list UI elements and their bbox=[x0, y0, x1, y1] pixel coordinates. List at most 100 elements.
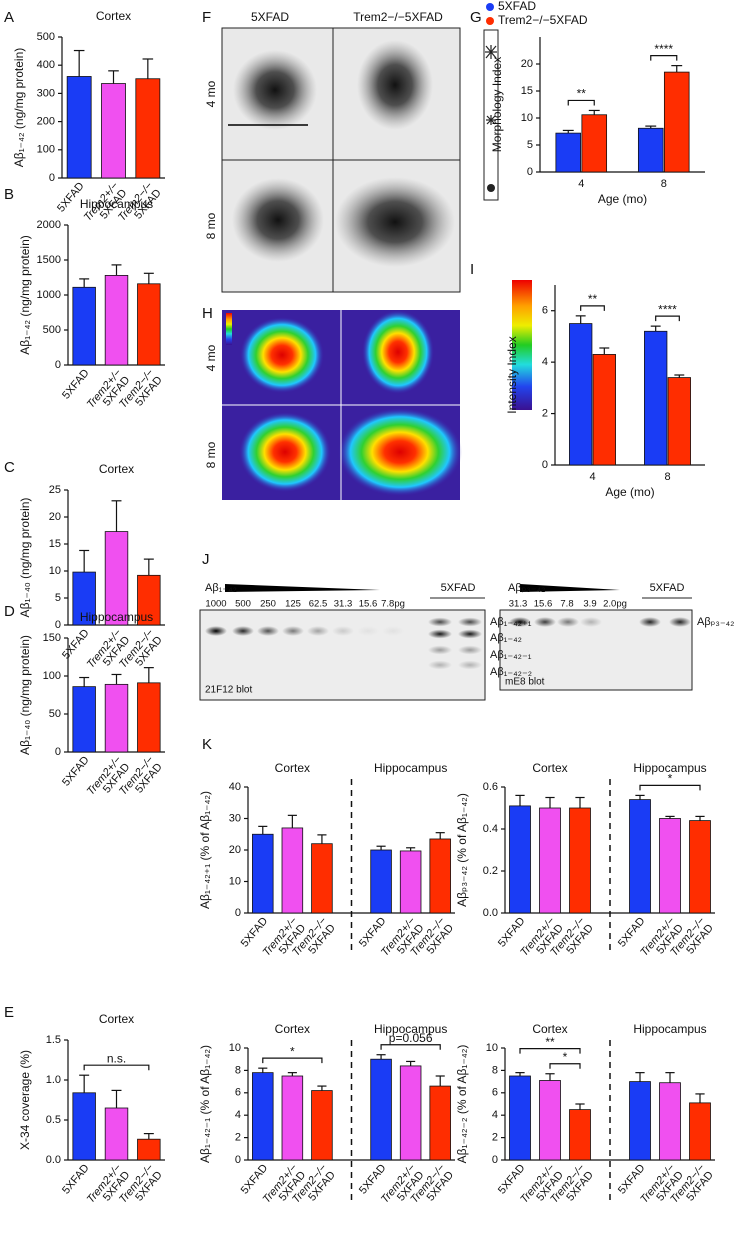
y-tick-label: 10 bbox=[229, 1042, 241, 1054]
bar bbox=[637, 127, 664, 173]
bar bbox=[629, 1081, 651, 1161]
bar bbox=[66, 76, 92, 179]
x-tick-label: 5XFAD bbox=[60, 367, 92, 401]
color-scale bbox=[512, 280, 532, 410]
y-tick-label: 8 bbox=[235, 1064, 241, 1076]
bar bbox=[629, 799, 651, 914]
blot-band bbox=[557, 617, 579, 627]
blot-band bbox=[257, 626, 279, 636]
blot-name: mE8 blot bbox=[505, 677, 545, 688]
amount-label: 31.3 bbox=[334, 599, 353, 610]
x-tick-label: 5XFAD bbox=[60, 627, 92, 661]
y-tick-label: 0 bbox=[492, 1154, 498, 1166]
blot-band bbox=[382, 626, 404, 636]
bar bbox=[72, 686, 96, 753]
group-title: Hippocampus bbox=[633, 1022, 706, 1036]
y-tick-label: 4 bbox=[542, 356, 548, 368]
blot-band bbox=[458, 629, 482, 639]
y-tick-label: 1000 bbox=[37, 289, 61, 301]
row-label: 8 mo bbox=[204, 441, 218, 468]
y-tick-label: 2 bbox=[542, 407, 548, 419]
significance-label: * bbox=[668, 772, 673, 786]
blot-title: Aβₚ₃₋₄₂ bbox=[508, 582, 545, 594]
bar bbox=[659, 818, 681, 914]
significance-bracket bbox=[655, 315, 680, 322]
bar bbox=[592, 354, 616, 466]
y-axis-label: Aβ₁₋₄₂₋₂ (% of Aβ₁₋₄₂) bbox=[455, 1045, 469, 1164]
x-tick-label: 4 bbox=[589, 471, 595, 483]
y-tick-label: 200 bbox=[37, 116, 55, 128]
blot-band bbox=[205, 626, 227, 636]
amount-label: 15.6 bbox=[359, 599, 378, 610]
significance-bracket bbox=[650, 55, 678, 61]
y-tick-label: 2000 bbox=[37, 219, 61, 231]
significance-bracket bbox=[549, 1063, 581, 1069]
bar bbox=[644, 330, 668, 466]
y-tick-label: 300 bbox=[37, 87, 55, 99]
blot-band bbox=[357, 626, 379, 636]
group-title: Cortex bbox=[532, 761, 567, 775]
y-tick-label: 10 bbox=[486, 1042, 498, 1054]
bar bbox=[104, 1107, 129, 1161]
bar bbox=[569, 323, 593, 466]
group-title: Hippocampus bbox=[374, 1022, 447, 1036]
band-label: Aβ₁₋₄₂₊₁ bbox=[490, 616, 532, 628]
row-label: 8 mo bbox=[204, 212, 218, 239]
group-title: Hippocampus bbox=[374, 761, 447, 775]
panel-label: E bbox=[4, 1004, 14, 1021]
y-tick-label: 0 bbox=[542, 459, 548, 471]
significance-label: ** bbox=[545, 1035, 555, 1049]
y-tick-label: 0.4 bbox=[483, 823, 498, 835]
significance-bracket bbox=[567, 99, 595, 106]
heatmap-panel bbox=[222, 310, 462, 500]
bar bbox=[667, 377, 691, 466]
y-tick-label: 0 bbox=[49, 172, 55, 184]
amount-label: 125 bbox=[285, 599, 301, 610]
significance-bracket bbox=[262, 1057, 323, 1064]
y-tick-label: 1.0 bbox=[46, 1074, 61, 1086]
bar bbox=[509, 1075, 531, 1161]
western-blot bbox=[199, 584, 693, 701]
blot-band bbox=[639, 617, 661, 627]
x-tick-label-group: 5XFAD bbox=[60, 1162, 92, 1196]
y-axis-label: Intensity Index bbox=[505, 336, 519, 413]
amount-label: 250 bbox=[260, 599, 276, 610]
y-tick-label: 400 bbox=[37, 59, 55, 71]
blot-title: Aβ₁₋₄₂ bbox=[205, 582, 237, 594]
morphology-icon bbox=[483, 29, 499, 201]
column-label: 5XFAD bbox=[251, 10, 289, 24]
y-tick-label: 6 bbox=[542, 305, 548, 317]
y-tick-label: 500 bbox=[37, 31, 55, 43]
y-tick-label: 40 bbox=[229, 781, 241, 793]
bar bbox=[555, 132, 582, 173]
y-tick-label: 0.6 bbox=[483, 781, 498, 793]
y-tick-label: 150 bbox=[43, 632, 61, 644]
bar bbox=[581, 114, 608, 173]
bar bbox=[311, 1090, 333, 1161]
group-title: Hippocampus bbox=[633, 761, 706, 775]
y-axis-label: Aβ₁₋₄₀ (ng/mg protein) bbox=[18, 635, 32, 755]
x-axis-label: Age (mo) bbox=[598, 192, 647, 206]
amount-label: 3.9 bbox=[583, 599, 596, 610]
panel-label: F bbox=[202, 9, 211, 26]
y-tick-label: 0.2 bbox=[483, 865, 498, 877]
amount-label: 7.8pg bbox=[381, 599, 405, 610]
significance-label: n.s. bbox=[107, 1051, 126, 1065]
bar bbox=[101, 83, 126, 179]
chart-title: Hippocampus bbox=[80, 610, 153, 624]
y-tick-label: 30 bbox=[229, 812, 241, 824]
bar bbox=[663, 71, 690, 173]
significance-bracket bbox=[380, 1044, 441, 1050]
blot-band bbox=[428, 645, 452, 655]
column-label: Trem2−/−5XFAD bbox=[353, 10, 443, 24]
group-title: Cortex bbox=[275, 761, 310, 775]
x-tick-label-group: 5XFAD bbox=[60, 627, 92, 661]
y-tick-label: 5 bbox=[527, 139, 533, 151]
y-tick-label: 6 bbox=[492, 1087, 498, 1099]
bar bbox=[104, 274, 129, 366]
x-tick-label-group: 5XFAD bbox=[60, 754, 92, 788]
amount-label: 7.8 bbox=[560, 599, 573, 610]
chart-title: Cortex bbox=[96, 9, 131, 23]
significance-label: p=0.056 bbox=[389, 1031, 433, 1045]
